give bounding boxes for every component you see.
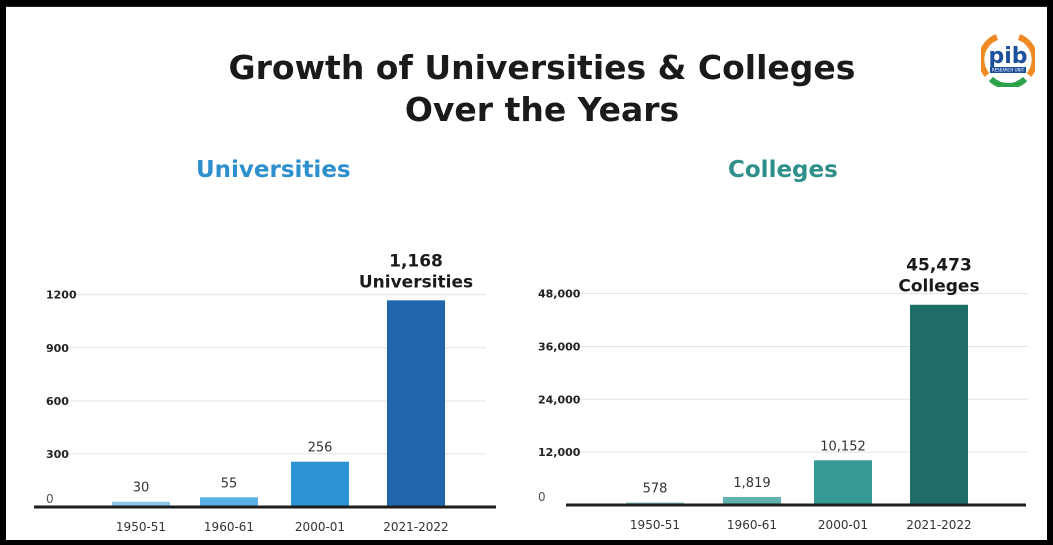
highlight-label-name: Universities bbox=[359, 272, 473, 292]
bar bbox=[387, 300, 445, 507]
data-label: 256 bbox=[308, 441, 333, 456]
x-tick-label: 1950-51 bbox=[630, 518, 680, 532]
y-tick-label: 1200 bbox=[46, 289, 77, 302]
data-label: 1,819 bbox=[733, 476, 770, 491]
y-tick-label: 900 bbox=[46, 342, 69, 355]
highlight-label-name: Colleges bbox=[898, 277, 979, 297]
infographic: Growth of Universities & Colleges Over t… bbox=[6, 6, 1047, 540]
logo-text: pib bbox=[988, 44, 1027, 69]
x-tick-label: 2000-01 bbox=[818, 518, 868, 532]
y-tick-label: 12,000 bbox=[538, 446, 581, 459]
y-tick-label: 24,000 bbox=[538, 393, 581, 406]
y-tick-label: 48,000 bbox=[538, 288, 581, 301]
data-label: 30 bbox=[133, 481, 150, 496]
pib-logo: pib RESEARCH UNIT bbox=[981, 34, 1035, 87]
universities-chart: 1200 900 600 300 0 1950-51 30 1960-61 55 2000-01 2… bbox=[6, 252, 506, 537]
x-tick-label: 2021-2022 bbox=[906, 518, 971, 532]
x-tick-label: 2021-2022 bbox=[383, 520, 448, 534]
universities-chart-title: Universities bbox=[196, 157, 351, 183]
y-tick-label: 0 bbox=[538, 490, 546, 504]
title-line-1: Growth of Universities & Colleges bbox=[228, 48, 856, 87]
bar bbox=[200, 497, 258, 507]
data-label: 578 bbox=[643, 481, 668, 496]
y-tick-label: 0 bbox=[46, 492, 54, 506]
page-title: Growth of Universities & Colleges Over t… bbox=[6, 47, 1047, 131]
bar bbox=[291, 461, 349, 507]
colleges-chart-title: Colleges bbox=[728, 157, 838, 183]
bar bbox=[814, 460, 872, 505]
y-tick-label: 600 bbox=[46, 395, 69, 408]
colleges-chart-svg: 48,000 36,000 24,000 12,000 0 1950-51 578 1960-… bbox=[538, 256, 1028, 532]
universities-chart-svg: 1200 900 600 300 0 1950-51 30 1960-61 55 2000-01 2… bbox=[34, 252, 496, 534]
x-tick-label: 1960-61 bbox=[727, 518, 777, 532]
highlight-label-value: 1,168 bbox=[389, 252, 443, 271]
x-tick-label: 1960-61 bbox=[204, 520, 254, 534]
x-tick-label: 2000-01 bbox=[295, 520, 345, 534]
x-tick-label: 1950-51 bbox=[116, 520, 166, 534]
y-tick-label: 36,000 bbox=[538, 340, 581, 353]
title-line-2: Over the Years bbox=[404, 90, 680, 129]
data-label: 55 bbox=[221, 476, 238, 491]
highlight-label-value: 45,473 bbox=[906, 256, 972, 276]
bar bbox=[723, 496, 781, 505]
data-label: 10,152 bbox=[820, 439, 866, 454]
colleges-chart: 48,000 36,000 24,000 12,000 0 1950-51 578 1960-… bbox=[526, 252, 1047, 537]
bar bbox=[910, 304, 968, 505]
logo-subtext: RESEARCH UNIT bbox=[992, 68, 1025, 73]
bar bbox=[112, 501, 170, 507]
y-tick-label: 300 bbox=[46, 448, 69, 461]
